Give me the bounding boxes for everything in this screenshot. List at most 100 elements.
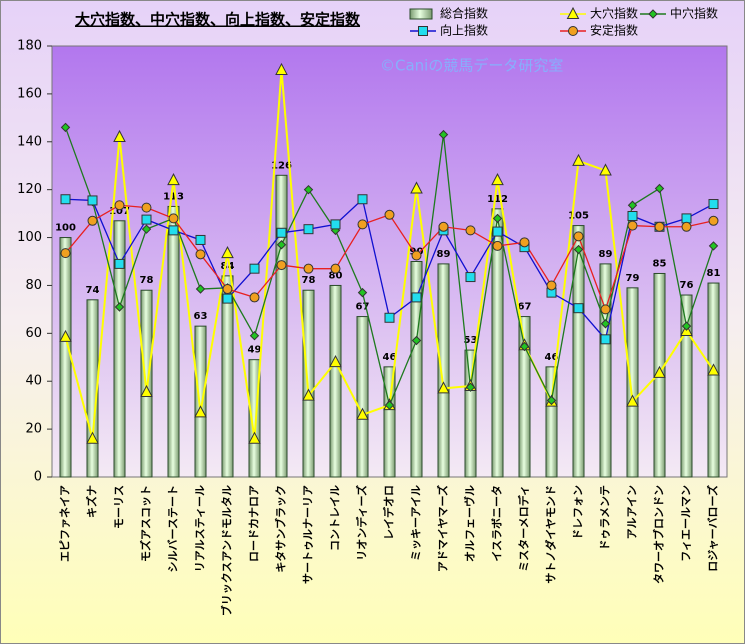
marker xyxy=(249,331,260,341)
x-tick-group: ミッキーアイル xyxy=(410,485,423,561)
x-tick-label: キズナ xyxy=(85,485,99,518)
value-label: 78 xyxy=(302,275,316,286)
marker xyxy=(357,194,368,205)
marker xyxy=(87,215,98,226)
value-label: 105 xyxy=(568,211,589,222)
value-label: 113 xyxy=(163,191,184,202)
bar xyxy=(113,220,126,478)
value-label: 53 xyxy=(464,335,478,346)
x-tick-group: リオンディーズ xyxy=(355,485,369,561)
x-tick-group: ブリックスアンドモルタル xyxy=(220,485,234,616)
y-tick-label: 80 xyxy=(25,278,42,293)
y-tick-label: 140 xyxy=(17,134,42,149)
marker xyxy=(491,173,504,186)
marker xyxy=(384,400,395,410)
marker xyxy=(708,199,719,210)
x-tick-group: ロードカナロア xyxy=(248,485,261,562)
marker xyxy=(573,231,584,242)
x-tick-group: エピファネイア xyxy=(59,485,72,562)
marker xyxy=(626,394,639,407)
x-tick-label: シルバーステート xyxy=(167,485,180,572)
x-tick-group: ドレフォン xyxy=(572,485,585,540)
marker xyxy=(492,240,503,251)
x-tick-label: キタサンブラック xyxy=(274,485,288,573)
legend-marker xyxy=(418,26,428,36)
x-tick-group: コントレイル xyxy=(329,485,342,551)
bar xyxy=(59,237,72,478)
marker xyxy=(141,214,152,225)
marker xyxy=(681,321,692,331)
marker xyxy=(87,195,98,206)
marker xyxy=(249,292,260,303)
x-tick-group: アドマイヤマーズ xyxy=(436,485,450,572)
marker xyxy=(303,184,314,195)
marker xyxy=(438,221,449,232)
bar xyxy=(167,205,180,478)
x-tick-label: ロジャーバローズ xyxy=(706,485,720,572)
y-tick-label: 60 xyxy=(25,326,42,341)
x-tick-label: ブリックスアンドモルタル xyxy=(220,485,234,616)
x-tick-label: ドゥラメンテ xyxy=(599,485,612,551)
legend-label: 安定指数 xyxy=(590,23,638,38)
marker xyxy=(384,209,395,220)
marker xyxy=(86,431,99,444)
marker xyxy=(60,122,71,133)
bar xyxy=(599,263,612,478)
value-label: 84 xyxy=(221,261,235,272)
marker xyxy=(654,221,665,232)
marker xyxy=(140,384,153,397)
x-tick-group: キズナ xyxy=(85,485,99,518)
x-tick-label: レイデオロ xyxy=(382,485,396,540)
marker xyxy=(357,287,368,298)
marker xyxy=(627,211,638,222)
legend-label: 中穴指数 xyxy=(670,6,718,21)
marker xyxy=(60,248,71,259)
bar xyxy=(491,208,504,478)
marker xyxy=(519,341,530,352)
marker xyxy=(492,226,503,237)
marker xyxy=(302,388,315,401)
marker xyxy=(168,213,179,224)
marker xyxy=(654,183,665,194)
marker xyxy=(653,365,666,378)
value-label: 89 xyxy=(599,249,613,260)
bar xyxy=(221,275,234,478)
legend-swatch xyxy=(409,8,433,20)
x-tick-label: イスラボニータ xyxy=(490,485,504,562)
x-tick-group: オルフェーヴル xyxy=(463,485,477,562)
x-tick-group: ミスターメロディ xyxy=(517,485,531,572)
x-tick-group: タワーオブロンドン xyxy=(652,485,666,584)
value-label: 89 xyxy=(437,249,451,260)
marker xyxy=(276,260,287,271)
bar xyxy=(410,261,423,478)
y-tick-label: 20 xyxy=(25,422,42,437)
marker xyxy=(600,334,611,345)
value-label: 79 xyxy=(626,273,640,284)
bar xyxy=(329,284,342,478)
marker xyxy=(195,234,206,245)
value-label: 67 xyxy=(356,302,370,313)
marker xyxy=(708,215,719,226)
x-tick-group: アルアイン xyxy=(626,485,639,539)
bar xyxy=(356,316,369,478)
value-label: 63 xyxy=(194,311,208,322)
marker xyxy=(573,244,584,255)
value-label: 126 xyxy=(271,160,292,171)
marker xyxy=(168,225,179,236)
marker xyxy=(330,263,341,274)
bar xyxy=(275,174,288,478)
value-label: 81 xyxy=(707,268,721,279)
marker xyxy=(627,220,638,231)
marker xyxy=(141,202,152,213)
value-label: 80 xyxy=(329,270,343,281)
marker xyxy=(599,163,612,176)
marker xyxy=(681,213,692,224)
x-tick-label: リアルスティール xyxy=(194,485,207,572)
x-tick-group: ドゥラメンテ xyxy=(599,485,612,551)
value-label: 76 xyxy=(680,280,694,291)
x-tick-label: アルアイン xyxy=(626,485,639,539)
marker xyxy=(465,225,476,236)
x-tick-label: アドマイヤマーズ xyxy=(436,485,450,572)
marker xyxy=(113,129,126,142)
x-tick-label: モズアスコット xyxy=(139,485,153,562)
